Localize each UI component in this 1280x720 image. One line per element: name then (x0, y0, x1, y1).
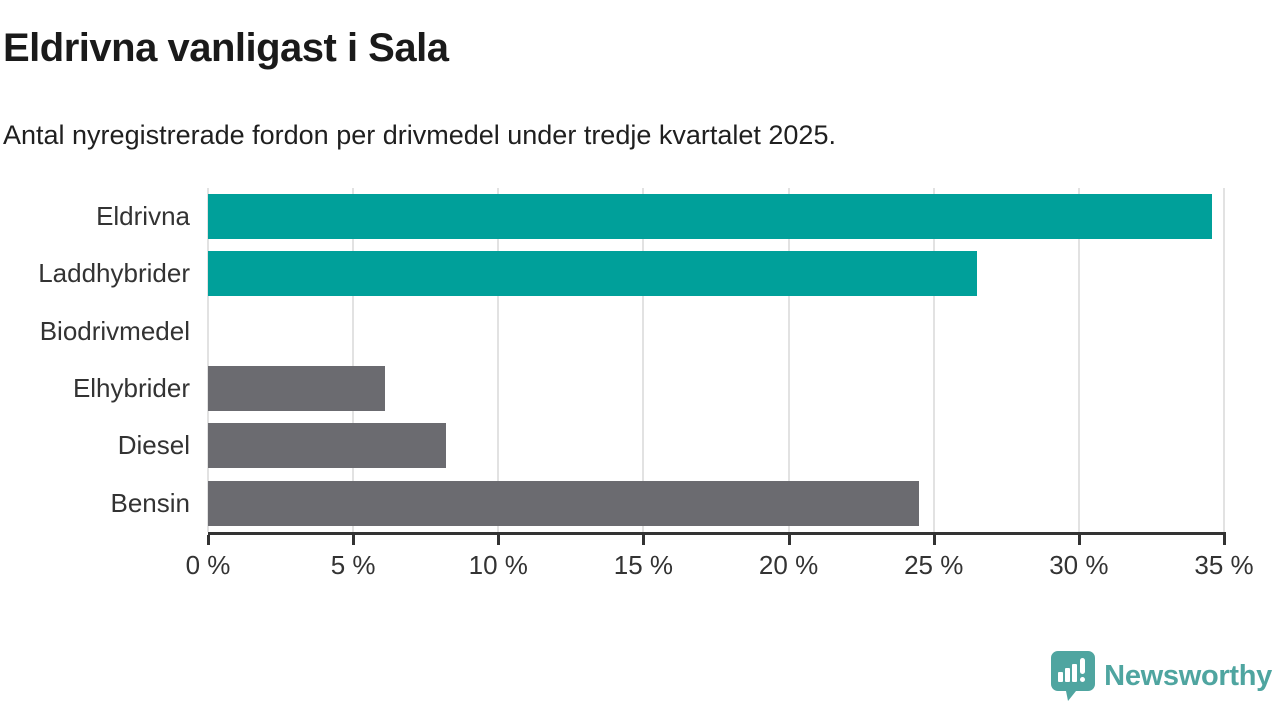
bar-eldrivna (208, 194, 1213, 239)
bar-diesel (208, 423, 447, 469)
category-label: Eldrivna (96, 201, 190, 231)
gridline (787, 188, 790, 532)
bar-elhybrider (208, 365, 386, 411)
x-axis-tick (642, 535, 646, 545)
x-axis-tick-label: 30 % (1049, 550, 1109, 580)
x-axis-tick-label: 10 % (468, 550, 528, 580)
gridline (642, 188, 645, 532)
x-axis-tick-label: 35 % (1194, 550, 1254, 580)
bar-laddhybrider (208, 251, 978, 297)
page-subtitle: Antal nyregistrerade fordon per drivmede… (3, 120, 836, 150)
x-axis-line (208, 532, 1226, 535)
gridline (497, 188, 500, 532)
x-axis-tick (787, 535, 791, 545)
category-label: Laddhybrider (38, 258, 190, 289)
x-axis-tick (207, 535, 210, 545)
category-label: Bensin (110, 487, 191, 518)
gridline (1077, 188, 1080, 532)
plot-area: Eldrivna Laddhybrider Biodrivmedel Elhybrid… (38, 188, 1254, 580)
category-label: Elhybrider (72, 372, 190, 403)
x-axis-tick-label: 15 % (613, 550, 674, 580)
x-axis-tick-label: 20 % (758, 550, 819, 580)
category-label: Biodrivmedel (39, 315, 190, 346)
bar-chart-speech-bubble-icon (1051, 651, 1096, 701)
x-axis-tick-label: 5 % (330, 550, 376, 580)
gridline (1223, 188, 1225, 532)
x-axis-tick (497, 535, 501, 545)
x-axis-tick-label: 0 % (185, 550, 231, 580)
x-axis-tick (932, 535, 936, 545)
gridline (932, 188, 935, 532)
x-axis-tick (1223, 535, 1226, 545)
x-axis-tick (352, 535, 356, 545)
bar-bensin (208, 480, 920, 526)
brand-name: Newsworthy (1104, 659, 1272, 692)
x-axis-tick-label: 25 % (904, 550, 964, 580)
brand-logo: Newsworthy (1050, 650, 1272, 702)
gridline (207, 188, 209, 532)
gridline (352, 188, 355, 532)
page-title: Eldrivna vanligast i Sala (3, 26, 449, 70)
category-label: Diesel (117, 430, 190, 461)
x-axis-tick (1077, 535, 1081, 545)
